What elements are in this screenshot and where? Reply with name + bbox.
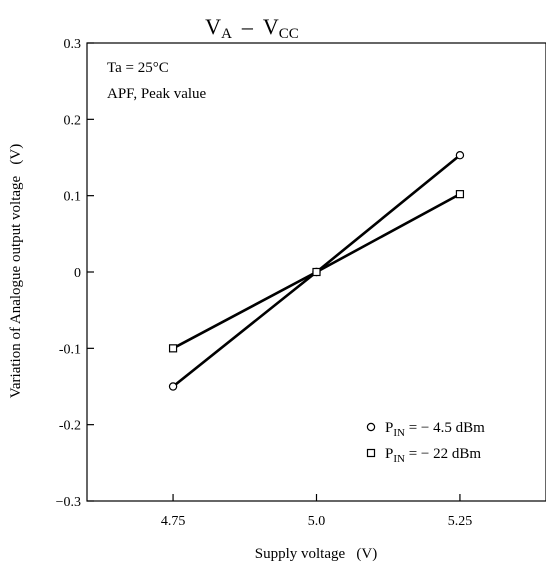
x-tick-label: 4.75: [161, 514, 186, 529]
series-1-point: [168, 382, 178, 391]
annotation-mode: APF, Peak value: [107, 86, 207, 102]
svg-text:VA–VCC: VA – VCC: [205, 14, 299, 42]
legend-marker-circle: [366, 422, 376, 432]
svg-text:PIN = − 4.5 dBm: PIN = − 4.5 dBm: [385, 420, 485, 439]
legend-item-series-2: PIN = − 22 dBm: [366, 446, 481, 465]
title-subscript-a: A: [221, 26, 232, 42]
svg-text:PIN = − 22 dBm: PIN = − 22 dBm: [385, 446, 481, 465]
y-tick-label: −0.3: [56, 495, 81, 510]
chart-title: VA – VCC: [205, 14, 299, 42]
axis-ticks: 0.3 0.2 0.1 0 -0.1 -0.2 −0.3 4.75 5.0 5.25: [56, 37, 473, 529]
annotations: Ta = 25°C APF, Peak value: [107, 60, 207, 102]
legend-item-series-1: PIN = − 4.5 dBm: [366, 420, 485, 439]
y-tick-label: 0.2: [64, 113, 82, 128]
y-tick-label: 0.1: [64, 190, 82, 205]
y-tick-label: 0: [74, 266, 81, 281]
title-dash: –: [241, 14, 254, 39]
annotation-temperature: Ta = 25°C: [107, 60, 169, 76]
series-2-point: [168, 344, 178, 353]
legend-1-sub: IN: [393, 427, 405, 439]
series-2-point: [312, 267, 321, 277]
y-tick-label: -0.2: [59, 419, 81, 434]
legend-2-value: = − 22 dBm: [405, 446, 481, 462]
y-tick-label: 0.3: [64, 37, 82, 52]
y-axis-label: Variation of Analogue output voltage (V): [8, 144, 24, 399]
y-tick-label: -0.1: [59, 342, 81, 357]
legend: PIN = − 4.5 dBm PIN = − 22 dBm: [366, 420, 485, 465]
legend-2-sub: IN: [393, 453, 405, 465]
series-1-point: [455, 151, 465, 160]
legend-1-p: P: [385, 420, 393, 436]
x-tick-label: 5.0: [308, 514, 326, 529]
title-v-a: V: [205, 14, 221, 39]
legend-1-value: = − 4.5 dBm: [405, 420, 485, 436]
legend-2-p: P: [385, 446, 393, 462]
x-tick-label: 5.25: [448, 514, 473, 529]
x-axis-label: Supply voltage (V): [255, 546, 377, 562]
title-subscript-cc: CC: [279, 26, 299, 42]
title-v-cc: V: [263, 14, 279, 39]
legend-marker-square: [366, 448, 376, 458]
series-2-point: [455, 190, 465, 199]
data-series: [168, 151, 465, 391]
